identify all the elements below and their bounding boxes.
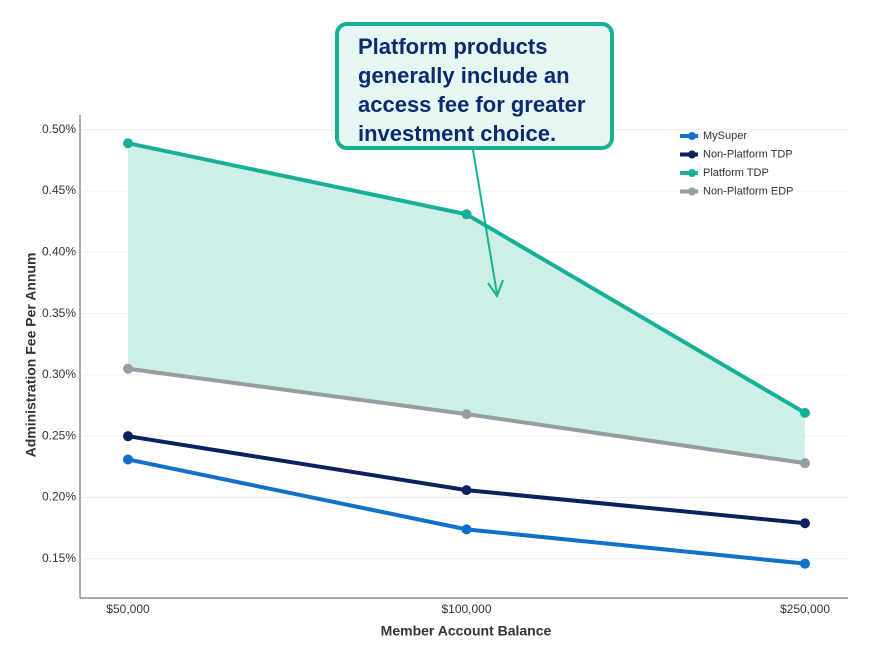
y-tick-label: 0.35% <box>42 306 76 320</box>
y-tick-label: 0.45% <box>42 183 76 197</box>
y-tick-label: 0.50% <box>42 122 76 136</box>
y-tick-label: 0.25% <box>42 428 76 442</box>
arrow-head <box>487 279 504 299</box>
legend-dot <box>688 169 696 177</box>
legend-label: Platform TDP <box>703 167 769 179</box>
annotation-text: Platform products generally include an a… <box>358 34 586 146</box>
legend-label: Non-Platform TDP <box>703 148 793 160</box>
shaded-area <box>128 143 805 464</box>
point <box>461 485 472 496</box>
point <box>461 524 472 535</box>
y-tick-label: 0.30% <box>42 367 76 381</box>
y-axis-title: Administration Fee Per Annum <box>23 253 39 458</box>
annotation-arrow <box>472 149 498 295</box>
point <box>800 558 810 569</box>
point <box>800 458 810 469</box>
point <box>800 518 810 529</box>
point <box>123 363 133 374</box>
x-tick-label: $100,000 <box>441 602 491 616</box>
x-tick-label: $250,000 <box>780 602 830 616</box>
y-tick-label: 0.15% <box>42 551 76 565</box>
y-tick-label: 0.20% <box>42 490 76 504</box>
legend-dot <box>688 187 696 196</box>
annotation-box: Platform products generally include an a… <box>335 22 614 150</box>
x-tick-label: $50,000 <box>106 602 150 616</box>
legend-label: Non-Platform EDP <box>703 185 793 197</box>
point <box>123 431 133 442</box>
point <box>123 454 133 465</box>
legend-label: MySuper <box>703 130 747 142</box>
legend-dot <box>688 150 696 159</box>
point <box>123 138 133 149</box>
point <box>461 209 472 220</box>
legend-dot <box>688 132 696 140</box>
x-axis-title: Member Account Balance <box>381 623 552 639</box>
point <box>800 407 810 418</box>
y-tick-label: 0.40% <box>42 244 76 258</box>
point <box>461 409 472 420</box>
